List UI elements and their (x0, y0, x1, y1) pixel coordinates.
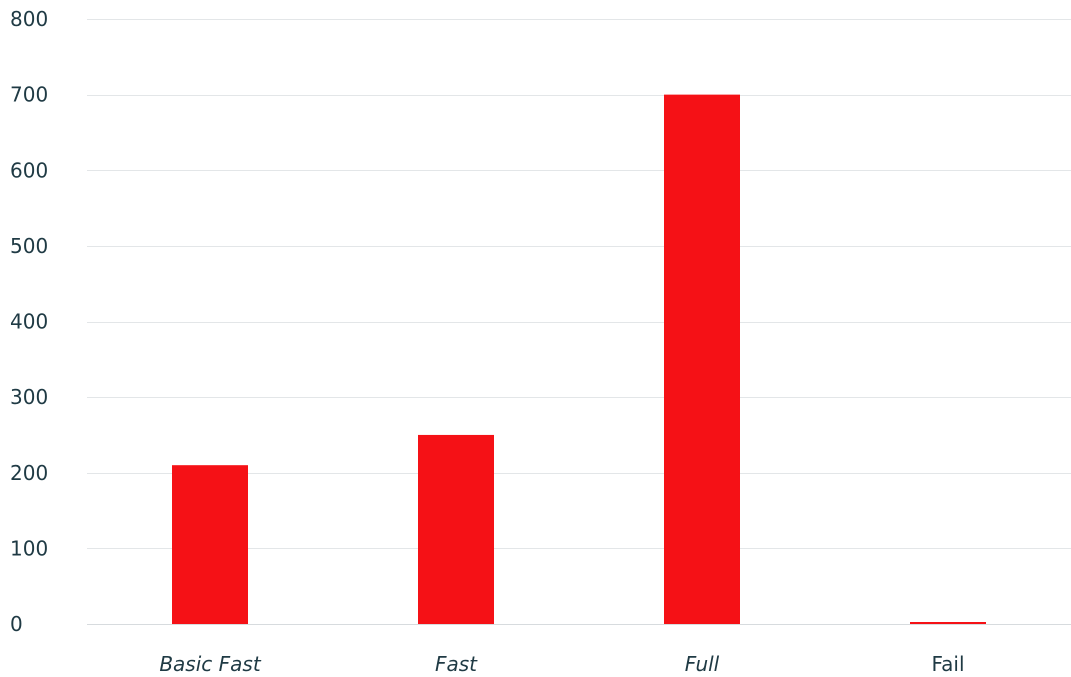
x-category-label: Full (685, 652, 720, 676)
bar-fast (418, 434, 494, 624)
y-tick-label: 300 (10, 385, 48, 409)
bars (172, 94, 986, 624)
y-tick-label: 0 (10, 612, 23, 636)
y-tick-label: 600 (10, 158, 48, 182)
bar-full (664, 94, 740, 624)
y-axis-tick-labels: 0 100 200 300 400 500 600 700 800 (10, 7, 48, 636)
x-category-label: Basic Fast (159, 652, 261, 676)
y-tick-label: 800 (10, 7, 48, 31)
y-tick-label: 100 (10, 536, 48, 560)
x-axis-category-labels: Basic Fast Fast Full Fail (159, 652, 964, 676)
x-category-label: Fail (931, 652, 964, 676)
y-tick-label: 400 (10, 310, 48, 334)
x-category-label: Fast (435, 652, 478, 676)
bar-fail (910, 622, 986, 624)
y-tick-label: 500 (10, 234, 48, 258)
y-tick-label: 700 (10, 83, 48, 107)
grid-layer (87, 19, 1071, 625)
bar-basic-fast (172, 465, 248, 624)
y-tick-label: 200 (10, 461, 48, 485)
